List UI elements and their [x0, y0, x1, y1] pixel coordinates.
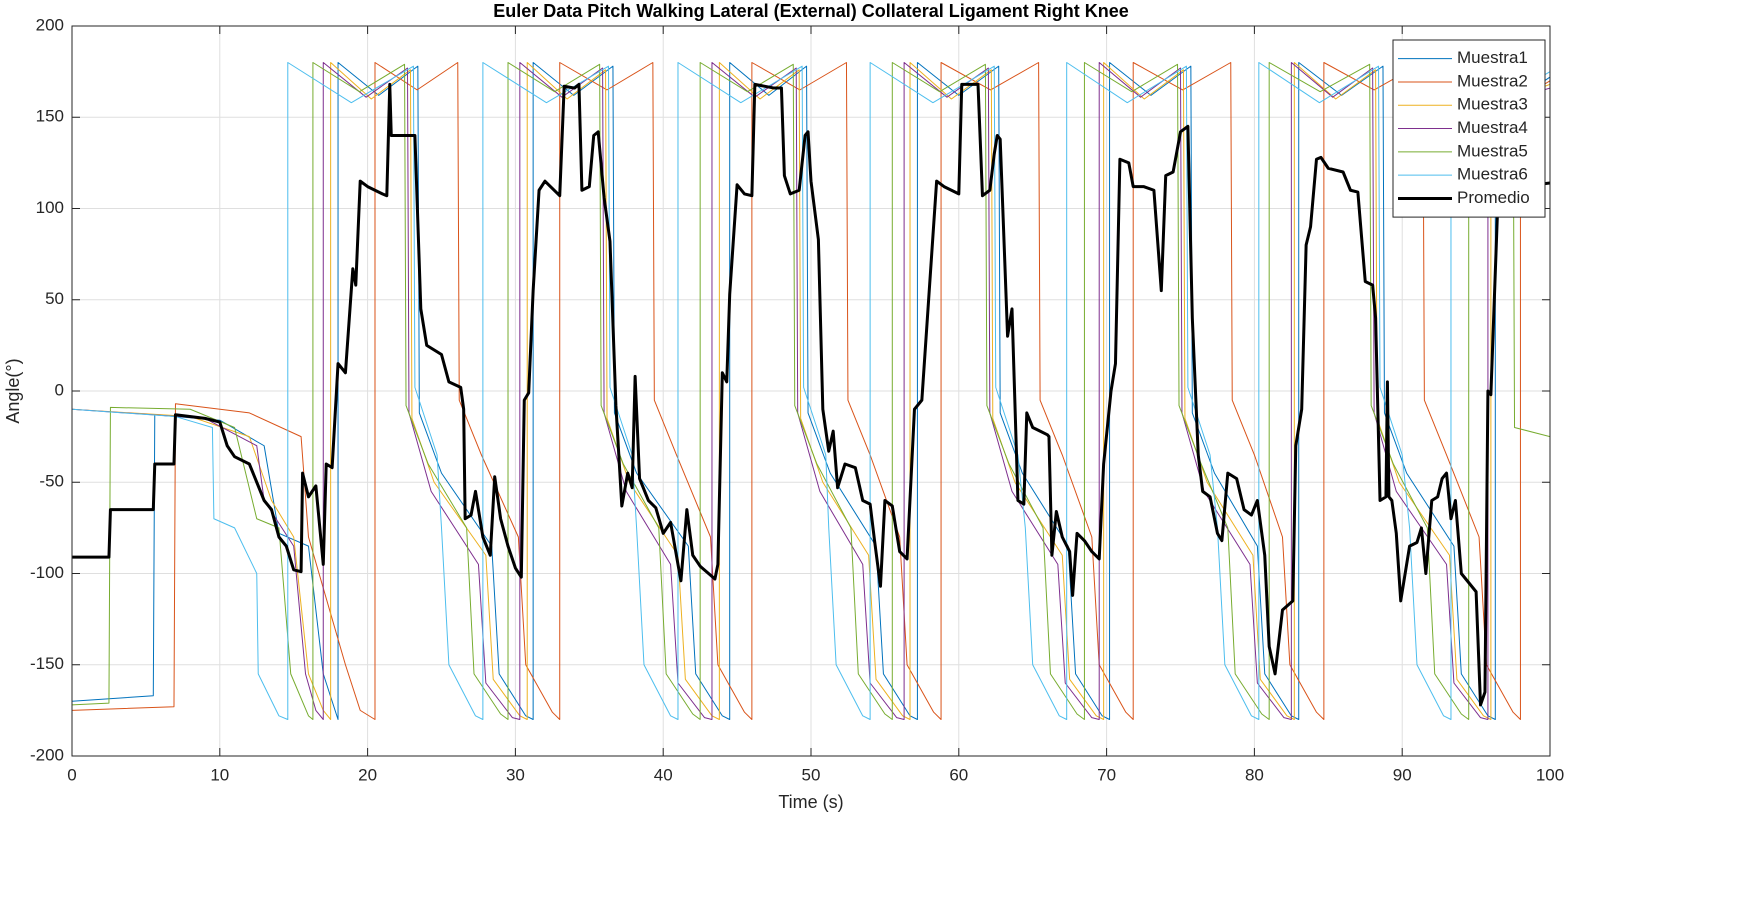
legend-label: Muestra5 — [1457, 141, 1528, 160]
y-tick-label: 200 — [36, 15, 64, 34]
y-axis-label: Angle(°) — [3, 358, 23, 423]
legend: Muestra1 Muestra2 Muestra3 Muestra4 Muestra5… — [1392, 39, 1546, 218]
legend-label: Muestra3 — [1457, 95, 1528, 114]
x-tick-label: 0 — [67, 765, 76, 784]
y-tick-label: -200 — [30, 745, 64, 764]
y-tick-label: -150 — [30, 654, 64, 673]
series-line — [72, 62, 1550, 720]
legend-label: Muestra6 — [1457, 165, 1528, 184]
series-line — [72, 62, 1550, 720]
x-tick-label: 40 — [654, 765, 673, 784]
y-tick-label: 50 — [45, 289, 64, 308]
x-tick-label: 50 — [802, 765, 821, 784]
x-tick-label: 10 — [210, 765, 229, 784]
legend-label: Muestra4 — [1457, 118, 1528, 137]
y-tick-label: 0 — [55, 380, 64, 399]
x-tick-label: 100 — [1536, 765, 1564, 784]
series-line — [72, 82, 1550, 707]
series-line — [72, 62, 1550, 720]
x-tick-label: 20 — [358, 765, 377, 784]
x-tick-label: 70 — [1097, 765, 1116, 784]
legend-label: Muestra1 — [1457, 48, 1528, 67]
x-tick-label: 90 — [1393, 765, 1412, 784]
lines — [72, 62, 1550, 720]
y-tick-label: 100 — [36, 198, 64, 217]
legend-label: Muestra2 — [1457, 71, 1528, 90]
series-line — [72, 62, 1550, 720]
x-tick-label: 30 — [506, 765, 525, 784]
legend-label: Promedio — [1457, 188, 1530, 207]
y-tick-label: -100 — [30, 563, 64, 582]
x-tick-label: 80 — [1245, 765, 1264, 784]
ticks: 0 10 20 30 40 50 60 70 80 90 100 -200 -150 -100 -50 0 50… — [30, 15, 1564, 784]
x-tick-label: 60 — [949, 765, 968, 784]
y-tick-label: -50 — [39, 472, 64, 491]
y-tick-label: 150 — [36, 107, 64, 126]
x-axis-label: Time (s) — [778, 792, 843, 812]
chart-title: Euler Data Pitch Walking Lateral (Extern… — [493, 1, 1128, 21]
series-line — [72, 62, 1550, 720]
